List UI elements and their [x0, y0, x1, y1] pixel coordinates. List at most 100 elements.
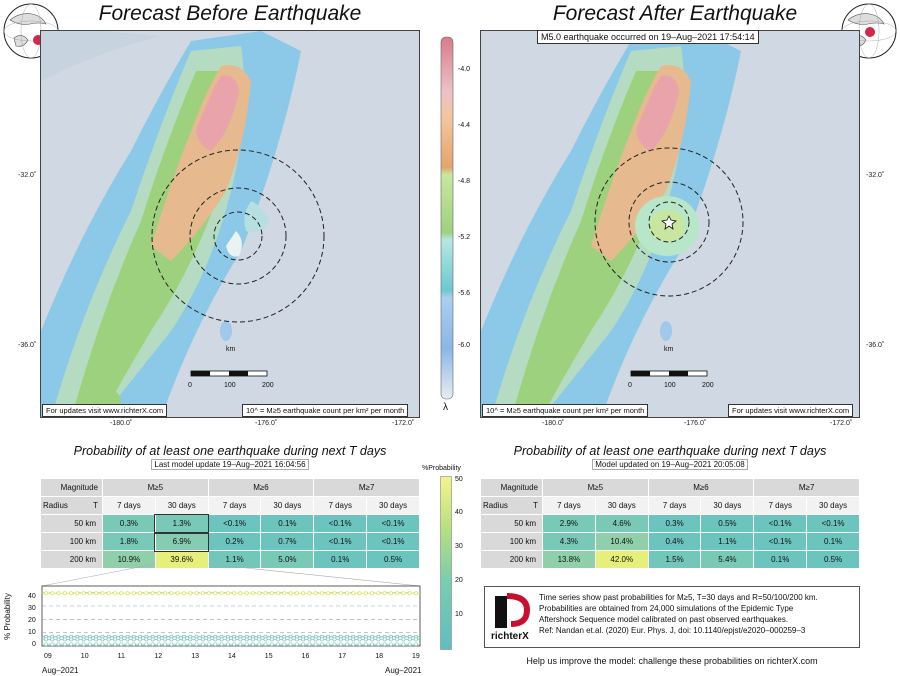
prob-cell[interactable]: 0.3% — [102, 514, 156, 533]
ts-point — [288, 591, 293, 596]
ts-point — [269, 642, 274, 647]
ts-point — [395, 637, 400, 642]
left-probability-table: Magnitude M≥5 M≥6 M≥7 Radius T 7 days 30 … — [40, 478, 420, 569]
prob-cell[interactable]: <0.1% — [753, 532, 808, 551]
ts-point — [294, 637, 299, 642]
ts-point — [326, 591, 331, 596]
prob-cell[interactable]: 42.0% — [594, 550, 649, 569]
right-forecast-map[interactable] — [480, 30, 860, 418]
table-row: 50 km 0.3% 1.3% <0.1% 0.1% <0.1% <0.1% — [40, 513, 420, 534]
ts-point — [244, 637, 249, 642]
table-row: 200 km 13.8% 42.0% 1.5% 5.4% 0.1% 0.5% — [480, 550, 860, 569]
prob-colorbar — [440, 476, 452, 650]
ts-point — [395, 642, 400, 647]
ts-point — [213, 642, 218, 647]
table-row: 200 km 10.9% 39.6% 1.1% 5.0% 0.1% 0.5% — [40, 550, 420, 569]
prob-cell[interactable]: 39.6% — [154, 550, 209, 569]
prob-cell[interactable]: <0.1% — [313, 514, 368, 533]
prob-cell[interactable]: 5.4% — [700, 550, 755, 569]
right-scale-tick: 0 — [628, 382, 632, 389]
prob-cell[interactable]: 0.5% — [366, 550, 420, 569]
ts-point — [288, 642, 293, 647]
mag-header: M≥7 — [753, 478, 860, 497]
ts-point — [345, 591, 349, 596]
prob-cell[interactable]: 0.1% — [313, 550, 368, 569]
ts-point — [332, 642, 337, 647]
prob-cell[interactable]: <0.1% — [806, 514, 860, 533]
radius-cell: 200 km — [480, 550, 543, 569]
ts-point — [282, 637, 287, 642]
ts-point — [269, 591, 274, 596]
prob-cell[interactable]: 0.7% — [260, 532, 315, 551]
ts-point — [175, 637, 180, 642]
left-forecast-map[interactable] — [40, 30, 420, 418]
prob-cell[interactable]: 10.9% — [102, 550, 156, 569]
left-table-subheading: Last model update 19–Aug–2021 16:04:56 — [151, 459, 309, 470]
prob-cell[interactable]: 13.8% — [542, 550, 596, 569]
prob-cell[interactable]: 2.9% — [542, 514, 596, 533]
ts-point — [232, 642, 237, 647]
ts-point — [263, 642, 268, 647]
table-row: 100 km 4.3% 10.4% 0.4% 1.1% <0.1% 0.1% — [480, 532, 860, 551]
info-line: Time series show past probabilities for … — [539, 593, 818, 602]
prob-cell[interactable]: <0.1% — [753, 514, 808, 533]
lambda-tick: -4.0 — [458, 66, 471, 73]
prob-tick: 40 — [455, 509, 463, 516]
ts-point — [75, 591, 80, 596]
ts-point — [213, 591, 218, 596]
prob-tick: 30 — [455, 543, 463, 550]
ts-point — [200, 637, 205, 642]
ts-point — [150, 637, 155, 642]
prob-cell[interactable]: 1.8% — [102, 532, 156, 551]
prob-cell[interactable]: 0.5% — [700, 514, 755, 533]
ts-point — [250, 637, 255, 642]
prob-cell[interactable]: 0.3% — [647, 514, 702, 533]
ts-point — [238, 642, 243, 647]
prob-cell[interactable]: 0.4% — [647, 532, 702, 551]
period-header: 30 days — [260, 496, 315, 515]
prob-cell[interactable]: 0.1% — [806, 532, 860, 551]
prob-cell[interactable]: 0.5% — [806, 550, 860, 569]
prob-cell[interactable]: <0.1% — [207, 514, 262, 533]
prob-cell[interactable]: 1.3% — [154, 513, 210, 534]
prob-cell[interactable]: 1.1% — [700, 532, 755, 551]
prob-cell[interactable]: 0.2% — [207, 532, 262, 551]
ts-point — [194, 591, 199, 596]
radius-cell: 200 km — [40, 550, 103, 569]
prob-cell[interactable]: <0.1% — [366, 514, 420, 533]
prob-cell[interactable]: 1.5% — [647, 550, 702, 569]
right-probability-table: Magnitude M≥5 M≥6 M≥7 Radius T 7 days 30 … — [480, 478, 860, 569]
event-banner: M5.0 earthquake occurred on 19–Aug–2021 … — [537, 30, 759, 44]
ts-point — [407, 642, 412, 647]
radius-cell: 50 km — [40, 514, 103, 533]
ts-point — [69, 591, 74, 596]
prob-cell[interactable]: 4.3% — [542, 532, 596, 551]
ts-point — [238, 591, 243, 596]
ts-point — [156, 642, 161, 647]
ts-point — [125, 637, 130, 642]
ts-point — [345, 642, 349, 647]
ts-point — [301, 642, 306, 647]
prob-cell[interactable]: <0.1% — [366, 532, 420, 551]
ts-point — [370, 642, 375, 647]
prob-cell[interactable]: 1.1% — [207, 550, 262, 569]
ts-start-label: Aug–2021 — [42, 666, 79, 675]
ts-point — [56, 637, 61, 642]
prob-cell[interactable]: 4.6% — [594, 514, 649, 533]
ts-point — [219, 642, 224, 647]
right-table-heading: Probability of at least one earthquake d… — [513, 444, 827, 458]
ts-point — [395, 591, 400, 596]
ts-xtick: 19 — [412, 653, 420, 660]
ts-xtick: 15 — [264, 653, 273, 660]
mag-header: M≥6 — [647, 478, 755, 497]
info-line: Ref: Nandan et.al. (2020) Eur. Phys. J, … — [539, 626, 806, 635]
prob-cell[interactable]: <0.1% — [313, 532, 368, 551]
prob-cell[interactable]: 6.9% — [154, 531, 210, 552]
prob-cell[interactable]: 0.1% — [260, 514, 315, 533]
ts-point — [388, 591, 393, 596]
prob-cell[interactable]: 0.1% — [753, 550, 808, 569]
prob-cell[interactable]: 10.4% — [594, 532, 649, 551]
improve-link[interactable]: Help us improve the model: challenge the… — [526, 656, 818, 666]
ts-point — [44, 642, 48, 647]
table-row: 50 km 2.9% 4.6% 0.3% 0.5% <0.1% <0.1% — [480, 514, 860, 533]
